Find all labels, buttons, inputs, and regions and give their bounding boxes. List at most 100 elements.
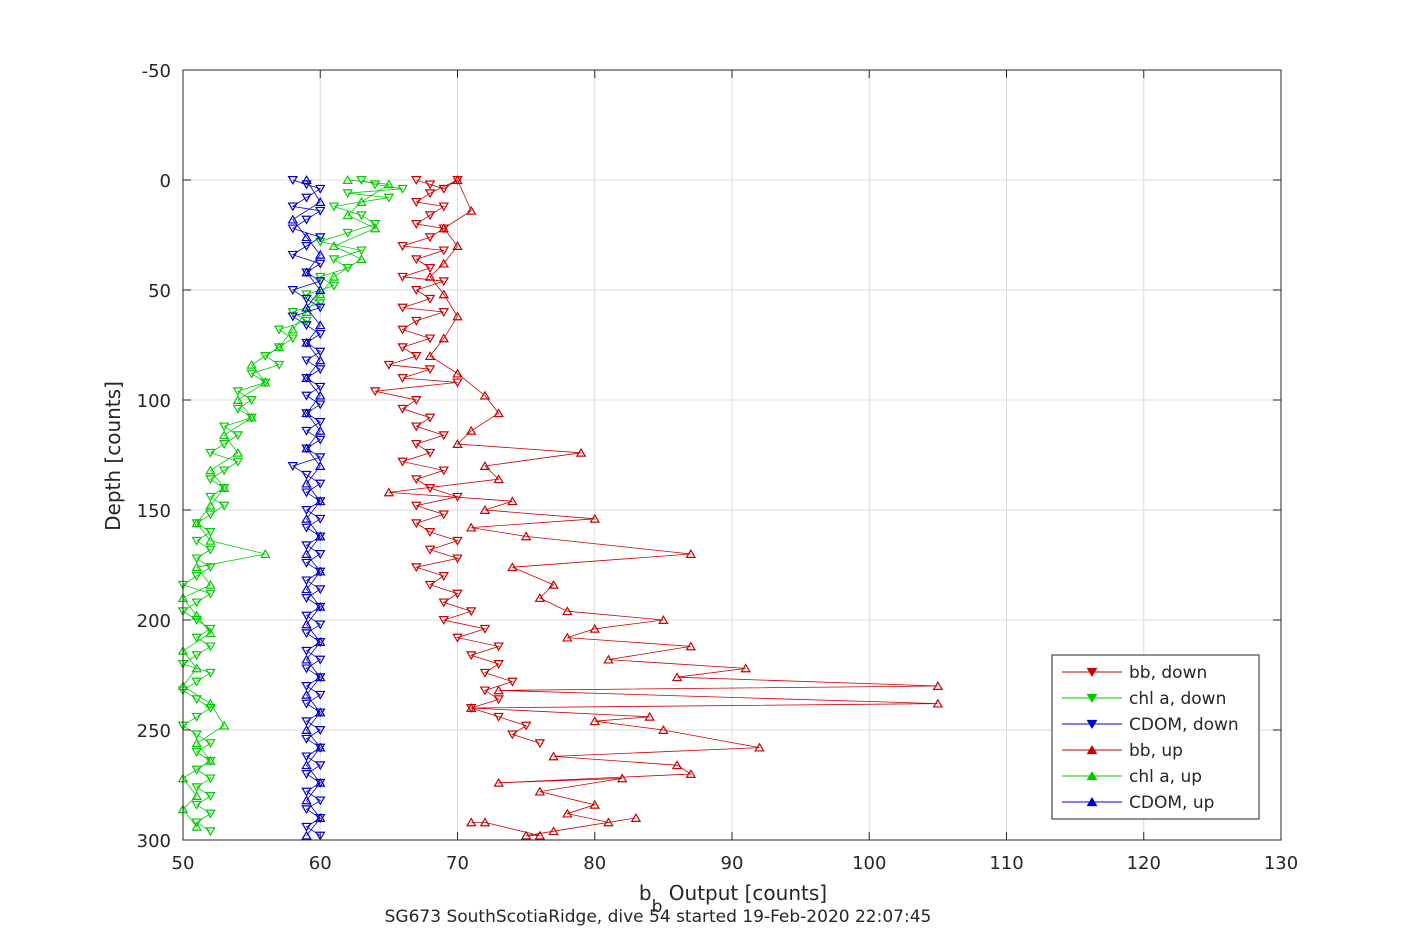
data-point: [191, 791, 202, 800]
data-point: [301, 316, 312, 326]
data-point: [589, 799, 600, 809]
data-point: [369, 220, 381, 229]
y-tick-label: 200: [137, 611, 171, 632]
data-point: [644, 711, 655, 721]
x-tick-label: 60: [309, 853, 332, 874]
data-point: [191, 712, 202, 722]
data-point: [301, 337, 312, 347]
data-point: [740, 663, 751, 673]
x-tick-label: 110: [989, 853, 1023, 874]
data-point: [411, 352, 422, 361]
data-point: [301, 734, 312, 744]
data-point: [452, 439, 463, 448]
data-point: [479, 624, 491, 634]
data-point: [424, 294, 436, 304]
data-point: [191, 663, 202, 673]
data-point: [246, 369, 257, 379]
data-point: [534, 739, 546, 749]
data-point: [438, 277, 450, 287]
data-point: [191, 610, 202, 620]
legend-swatch-marker: [1086, 719, 1098, 730]
data-point: [548, 579, 559, 589]
data-point: [301, 664, 312, 674]
data-point: [301, 646, 312, 656]
data-point: [575, 447, 587, 457]
data-point: [301, 770, 312, 779]
data-point: [589, 513, 600, 523]
legend-entry-label: chl a, down: [1129, 689, 1226, 709]
data-point: [507, 677, 518, 687]
data-point: [232, 431, 244, 441]
data-point: [315, 197, 326, 206]
data-point: [301, 654, 312, 664]
data-point: [191, 562, 202, 572]
data-point: [205, 827, 216, 837]
data-point: [218, 720, 230, 730]
data-point: [383, 487, 395, 497]
data-point: [315, 347, 326, 357]
series-1: [177, 176, 408, 837]
data-point: [342, 189, 353, 199]
data-point: [397, 404, 408, 414]
legend: bb, down chl a, down CDOM, down bb, up chl a…: [1051, 654, 1260, 820]
data-point: [932, 698, 944, 708]
data-point: [328, 202, 340, 212]
data-point: [301, 307, 312, 316]
data-point: [452, 378, 463, 388]
data-point: [273, 325, 285, 335]
data-point: [397, 242, 408, 251]
data-point: [411, 255, 422, 265]
data-point: [315, 726, 326, 735]
data-point: [301, 193, 312, 203]
data-point: [218, 430, 230, 440]
data-point: [479, 390, 491, 400]
data-point: [424, 334, 436, 344]
data-point: [191, 651, 202, 661]
data-point: [465, 703, 477, 712]
data-point: [671, 672, 683, 682]
data-point: [315, 496, 326, 506]
data-point: [520, 531, 532, 541]
data-point: [315, 277, 326, 287]
data-point: [301, 629, 312, 639]
data-point: [507, 562, 518, 572]
data-point: [328, 271, 340, 281]
data-point: [754, 742, 765, 752]
data-point: [534, 593, 546, 602]
data-point: [301, 830, 312, 840]
data-point: [205, 528, 216, 537]
data-point: [191, 572, 202, 581]
data-point: [301, 443, 312, 453]
data-point: [301, 699, 312, 709]
data-point: [301, 689, 312, 699]
data-point: [315, 272, 326, 282]
data-point: [232, 457, 244, 467]
data-point: [301, 725, 312, 734]
data-point: [301, 822, 312, 832]
series-line: [182, 179, 391, 828]
data-point: [315, 707, 326, 717]
data-point: [315, 550, 326, 559]
data-point: [273, 342, 285, 352]
data-point: [205, 465, 216, 475]
data-point: [424, 189, 436, 199]
data-point: [191, 598, 202, 608]
data-point: [411, 198, 422, 207]
data-point: [191, 616, 202, 625]
data-point: [301, 356, 312, 366]
data-point: [301, 760, 312, 770]
x-axis-label: bb Output [counts]: [639, 881, 827, 917]
data-point: [424, 233, 436, 243]
data-point: [520, 830, 532, 840]
data-point: [301, 594, 312, 603]
series-3: [383, 175, 944, 840]
data-point: [589, 623, 600, 633]
data-point: [287, 202, 299, 212]
y-tick-label: 300: [137, 831, 171, 852]
x-tick-label: 50: [172, 853, 195, 874]
data-point: [315, 330, 326, 339]
data-point: [397, 374, 408, 383]
data-point: [301, 215, 312, 225]
data-point: [287, 312, 299, 322]
data-point: [465, 425, 477, 435]
